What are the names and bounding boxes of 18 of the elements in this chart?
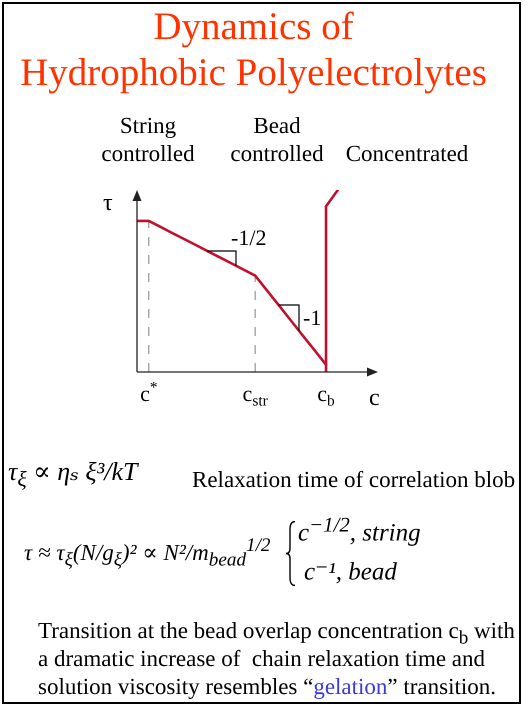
text: Concentrated (346, 140, 468, 168)
text: Bead controlled (230, 112, 324, 168)
text: τ$_{ξ}$ ∝ ηₛ ξ³/kT (8, 457, 138, 492)
text: ” transition. (387, 673, 496, 701)
text: c$^{−1/2}$, string (298, 512, 421, 548)
text: gelation (313, 673, 388, 701)
annotation: -1/2 (231, 225, 266, 250)
text: c⁻¹, bead (304, 558, 397, 588)
chart-title: Dynamics of Hydrophobic Polyelectrolytes (19, 4, 488, 96)
text: Relaxation time of correlation blob (192, 466, 516, 494)
x-axis-title: c (369, 385, 380, 411)
y-axis-title: τ (103, 190, 113, 216)
text: String controlled (101, 112, 195, 168)
x-tick-label: c$_{str}$ (242, 381, 268, 410)
x-tick-label: c$^{*}$ (140, 378, 158, 406)
annotation: -1 (303, 304, 322, 330)
x-tick-label: c$_{b}$ (317, 381, 336, 410)
text: solution viscosity resembles “ (38, 673, 314, 701)
